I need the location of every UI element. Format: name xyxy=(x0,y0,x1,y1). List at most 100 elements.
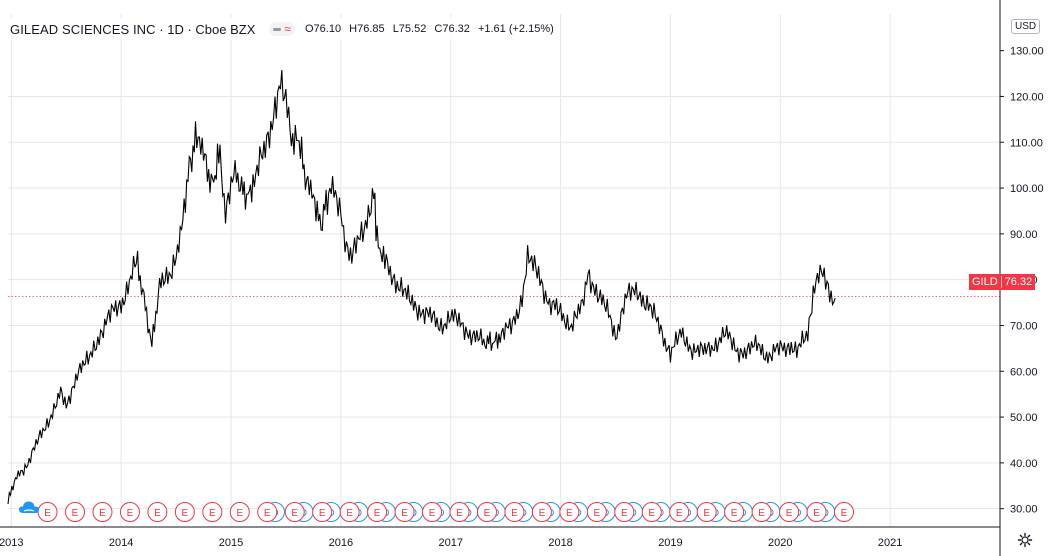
earnings-marker-circle[interactable] xyxy=(147,502,168,522)
earnings-marker-circle[interactable] xyxy=(174,502,195,522)
y-tick-label: 40.00 xyxy=(1010,458,1038,470)
separator-dot: · xyxy=(183,21,196,37)
earnings-marker-circle[interactable] xyxy=(696,502,717,522)
earnings-marker-circle[interactable] xyxy=(65,502,86,522)
y-tick-label: 100.00 xyxy=(1010,183,1044,195)
earnings-marker-label: E xyxy=(264,508,271,519)
price-tag-divider xyxy=(1000,276,1002,288)
earnings-marker-circle[interactable] xyxy=(641,502,662,522)
earnings-marker-circle[interactable] xyxy=(449,502,470,522)
price-series-line xyxy=(7,69,836,505)
earnings-marker-circle[interactable] xyxy=(202,502,223,522)
earnings-marker-circle[interactable] xyxy=(367,502,388,522)
earnings-marker-circle[interactable] xyxy=(312,502,333,522)
last-price-tag: GILD 76.32 xyxy=(969,274,1036,290)
y-tick-label: 90.00 xyxy=(1010,229,1038,241)
earnings-marker-circle[interactable] xyxy=(257,502,278,522)
price-tag-value: 76.32 xyxy=(1004,276,1033,288)
y-tick-label: 110.00 xyxy=(1010,137,1043,149)
earnings-marker-label: E xyxy=(703,508,710,519)
earnings-marker-circle[interactable] xyxy=(586,502,607,522)
interval-label[interactable]: 1D xyxy=(167,21,184,37)
earnings-marker-label: E xyxy=(813,508,820,519)
earnings-marker-label: E xyxy=(758,508,765,519)
earnings-marker-circle[interactable] xyxy=(92,502,113,522)
wave-icon: ≈ xyxy=(284,22,291,36)
change-value: +1.61 (+2.15%) xyxy=(477,23,554,35)
earnings-marker-circle[interactable] xyxy=(751,502,772,522)
earnings-marker-label: E xyxy=(44,508,51,519)
x-tick-label: 2013 xyxy=(0,537,24,549)
earnings-marker-label: E xyxy=(236,508,243,519)
earnings-marker-label: E xyxy=(648,508,655,519)
earnings-marker-label: E xyxy=(593,508,600,519)
earnings-marker-circle[interactable] xyxy=(476,502,497,522)
earnings-marker-label: E xyxy=(99,508,106,519)
earnings-marker-circle[interactable] xyxy=(724,502,745,522)
earnings-marker-circle[interactable] xyxy=(394,502,415,522)
x-tick-label: 2016 xyxy=(329,537,353,549)
earnings-marker-circle[interactable] xyxy=(779,502,800,522)
x-tick-label: 2017 xyxy=(438,537,462,549)
y-tick-label: 30.00 xyxy=(1010,504,1038,516)
earnings-marker-label: E xyxy=(566,508,573,519)
horizontal-gridlines xyxy=(8,95,1000,510)
earnings-marker-circle[interactable] xyxy=(284,502,305,522)
earnings-marker-label: E xyxy=(456,508,463,519)
earnings-marker-label: E xyxy=(511,508,518,519)
earnings-marker-label: E xyxy=(841,508,848,519)
earnings-marker-circle[interactable] xyxy=(531,502,552,522)
x-tick-label: 2021 xyxy=(878,537,902,549)
high-value: H76.85 xyxy=(349,23,385,35)
events-row: DDDDDDDDDDDDDDDDDDDDDEEEEEEEEEEEEEEEEEEE… xyxy=(37,502,855,522)
separator-dot: · xyxy=(155,21,168,37)
earnings-marker-label: E xyxy=(429,508,436,519)
earnings-marker-circle[interactable] xyxy=(669,502,690,522)
x-tick-label: 2018 xyxy=(548,537,572,549)
earnings-marker-label: E xyxy=(72,508,79,519)
earnings-marker-label: E xyxy=(182,508,189,519)
earnings-marker-label: E xyxy=(786,508,793,519)
y-tick-label: 130.00 xyxy=(1010,46,1044,58)
earnings-marker-label: E xyxy=(676,508,683,519)
x-tick-label: 2020 xyxy=(768,537,792,549)
indicator-toggle[interactable]: ≈ xyxy=(269,22,295,36)
exchange-label: Cboe BZX xyxy=(195,21,256,37)
vertical-gridlines xyxy=(10,14,891,527)
earnings-marker-label: E xyxy=(539,508,546,519)
time-axis-labels: 2013 2014 2015 2016 2017 2018 2019 2020 2021 xyxy=(0,537,902,549)
earnings-marker-label: E xyxy=(731,508,738,519)
earnings-marker-circle[interactable] xyxy=(504,502,525,522)
earnings-marker-circle[interactable] xyxy=(339,502,360,522)
x-tick-label: 2015 xyxy=(219,537,243,549)
legend-header: GILEAD SCIENCES INC · 1D · Cboe BZX ≈ O7… xyxy=(10,18,559,40)
y-tick-label: 60.00 xyxy=(1010,366,1038,378)
earnings-marker-circle[interactable] xyxy=(614,502,635,522)
earnings-marker-label: E xyxy=(374,508,381,519)
earnings-marker-label: E xyxy=(154,508,161,519)
open-value: O76.10 xyxy=(304,23,342,35)
low-value: L75.52 xyxy=(392,23,427,35)
currency-label[interactable]: USD xyxy=(1011,19,1041,34)
earnings-marker-circle[interactable] xyxy=(119,502,140,522)
x-tick-label: 2014 xyxy=(109,537,133,549)
earnings-marker-circle[interactable] xyxy=(229,502,250,522)
earnings-marker-label: E xyxy=(401,508,408,519)
earnings-marker-circle[interactable] xyxy=(422,502,443,522)
earnings-marker-circle[interactable] xyxy=(806,502,827,522)
close-value: C76.32 xyxy=(434,23,470,35)
gear-icon[interactable] xyxy=(1017,532,1033,548)
earnings-marker-circle[interactable] xyxy=(834,502,855,522)
y-tick-label: 50.00 xyxy=(1010,412,1038,424)
earnings-marker-circle[interactable] xyxy=(559,502,580,522)
minus-icon xyxy=(273,27,282,31)
earnings-marker-label: E xyxy=(484,508,491,519)
symbol-name[interactable]: GILEAD SCIENCES INC xyxy=(10,21,156,37)
x-tick-label: 2019 xyxy=(658,537,682,549)
earnings-marker-label: E xyxy=(127,508,134,519)
price-tag-ticker: GILD xyxy=(972,276,998,288)
earnings-marker-label: E xyxy=(621,508,628,519)
ohlc-values: O76.10 H76.85 L75.52 C76.32 +1.61 (+2.15… xyxy=(305,23,559,35)
cloud-icon[interactable] xyxy=(19,501,39,513)
